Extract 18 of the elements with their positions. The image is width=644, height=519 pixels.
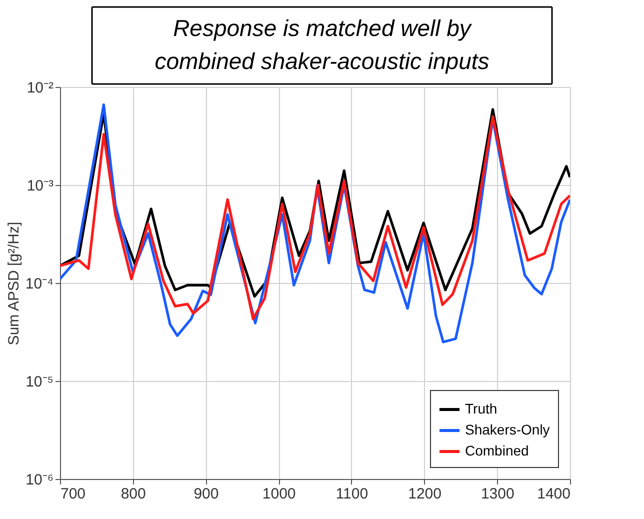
y-tick-label: 10⁻⁶ — [26, 472, 54, 488]
x-tick-label: 1300 — [480, 486, 514, 502]
x-tick-label: 1400 — [537, 486, 570, 502]
x-tick-label: 700 — [60, 486, 86, 502]
x-tick-label: 1200 — [408, 486, 442, 502]
x-tick-label: 1100 — [336, 486, 368, 502]
legend-label: Combined — [465, 442, 529, 458]
y-axis-title: Sum APSD [g²/Hz] — [5, 222, 22, 346]
y-tick-label: 10⁻⁵ — [26, 374, 54, 390]
y-tick-label: 10⁻³ — [26, 178, 54, 194]
x-tick-label: 900 — [194, 486, 219, 502]
x-tick-label: 800 — [120, 486, 146, 502]
y-tick-label: 10⁻⁴ — [25, 276, 54, 292]
legend-label: Truth — [465, 400, 498, 416]
y-tick-label: 10⁻² — [26, 80, 54, 96]
text: Response is matched well by combined shaker-acoustic inputs — [154, 15, 490, 74]
x-tick-label: 1000 — [262, 486, 296, 502]
legend-label: Shakers-Only — [465, 422, 550, 438]
